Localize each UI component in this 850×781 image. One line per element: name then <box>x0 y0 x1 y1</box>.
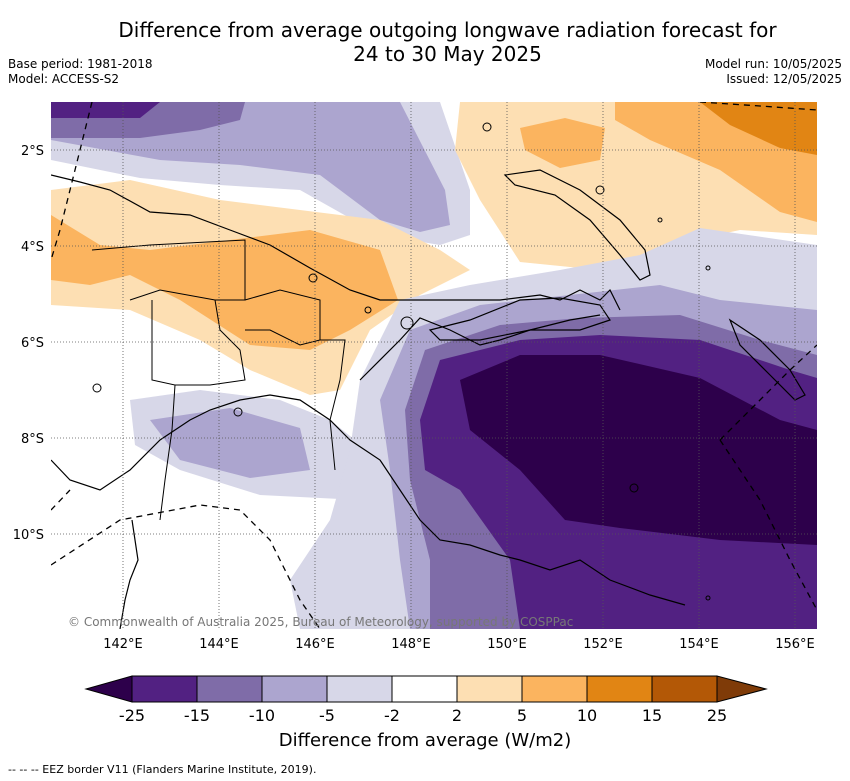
island <box>705 265 711 271</box>
colorbar-tick-label: 5 <box>517 706 527 725</box>
colorbar-tick-label: 10 <box>577 706 597 725</box>
eez-footnote: -- -- -- EEZ border V11 (Flanders Marine… <box>8 763 317 776</box>
lon-label: 148°E <box>391 637 431 652</box>
coastlines <box>51 169 806 629</box>
lon-label: 146°E <box>295 637 335 652</box>
eez-border-southwest <box>51 489 71 511</box>
coastline-bougainville <box>728 318 806 401</box>
lon-label: 154°E <box>679 637 719 652</box>
model-run: Model run: 10/05/2025 <box>704 57 842 71</box>
lat-label: 10°S <box>13 528 44 543</box>
contour-ne-deep-orange <box>700 102 817 155</box>
contour-sw-medium <box>150 408 310 478</box>
island <box>400 316 414 330</box>
island <box>595 185 605 195</box>
lon-label: 150°E <box>487 637 527 652</box>
contour-ne-orange-small <box>520 118 605 168</box>
lat-label: 4°S <box>21 240 44 255</box>
contour-w-orange <box>51 215 398 350</box>
colorbar-segment <box>391 675 458 703</box>
gridlines <box>51 102 817 629</box>
eez-border-east <box>719 439 817 611</box>
lon-label: 156°E <box>775 637 815 652</box>
eez-border-southeast <box>719 344 817 441</box>
colorbar-segment <box>521 675 588 703</box>
island <box>308 273 318 283</box>
lat-label: 6°S <box>21 336 44 351</box>
colorbar-segment <box>131 675 198 703</box>
island <box>92 383 102 393</box>
island <box>233 407 243 417</box>
islands <box>92 122 711 601</box>
lon-label: 152°E <box>583 637 623 652</box>
eez-border-northeast <box>699 102 817 111</box>
colorbar-segment <box>586 675 653 703</box>
land-borders <box>91 239 346 521</box>
colorbar-segment <box>261 675 328 703</box>
colorbar-tick-label: -25 <box>119 706 145 725</box>
title-line-2: 24 to 30 May 2025 <box>353 42 542 66</box>
contour-se-darkest <box>460 355 817 545</box>
colorbar: -25 -15 -10 -5 -2 2 5 10 15 25 <box>84 675 768 725</box>
colorbar-segment <box>456 675 523 703</box>
island <box>482 122 492 132</box>
island <box>657 217 663 223</box>
contour-nw-darkest <box>51 102 160 118</box>
colorbar-tick-label: -10 <box>249 706 275 725</box>
meta-left: Base period: 1981-2018 Model: ACCESS-S2 <box>8 57 153 87</box>
province-border-3 <box>320 339 346 471</box>
chart-title: Difference from average outgoing longwav… <box>0 18 850 66</box>
colorbar-segment <box>196 675 263 703</box>
title-line-1: Difference from average outgoing longwav… <box>118 18 777 42</box>
colorbar-label: Difference from average (W/m2) <box>278 730 572 751</box>
colorbar-tick-label: -15 <box>184 706 210 725</box>
base-period: Base period: 1981-2018 <box>8 57 153 71</box>
coastline-cape-york <box>119 519 139 629</box>
eez-border-south <box>51 504 321 629</box>
colorbar-tick-label: -2 <box>384 706 400 725</box>
colorbar-tick-label: -5 <box>319 706 335 725</box>
island <box>364 306 372 314</box>
eez-border-northwest <box>51 102 93 261</box>
coastline-new-guinea-north <box>51 174 621 311</box>
island <box>629 483 639 493</box>
colorbar-segment <box>326 675 393 703</box>
colorbar-tick-label: 2 <box>452 706 462 725</box>
copyright-notice: © Commonwealth of Australia 2025, Bureau… <box>68 615 573 629</box>
colorbar-tick-label: 15 <box>642 706 662 725</box>
map: © Commonwealth of Australia 2025, Bureau… <box>13 102 817 652</box>
lon-label: 144°E <box>199 637 239 652</box>
anomaly-field <box>51 102 817 629</box>
lat-label: 8°S <box>21 432 44 447</box>
coastline-new-britain <box>428 297 611 341</box>
coastline-huon-peninsula <box>359 314 601 381</box>
eez-borders <box>51 102 817 629</box>
lon-labels: 142°E 144°E 146°E 148°E 150°E 152°E 154°… <box>103 637 815 652</box>
colorbar-under-arrow <box>84 675 133 703</box>
lon-label: 142°E <box>103 637 143 652</box>
coastline-new-ireland <box>503 169 651 281</box>
border-indonesia-png <box>151 300 176 521</box>
colorbar-segment <box>651 675 718 703</box>
meta-right: Model run: 10/05/2025 Issued: 12/05/2025 <box>705 57 842 87</box>
colorbar-over-arrow <box>716 675 768 703</box>
colorbar-tick-label: 25 <box>707 706 727 725</box>
island <box>705 595 711 601</box>
lat-labels: 2°S 4°S 6°S 8°S 10°S <box>13 144 44 543</box>
coastline-new-guinea-south <box>51 394 686 606</box>
issued-date: Issued: 12/05/2025 <box>726 72 842 86</box>
lat-label: 2°S <box>21 144 44 159</box>
model-name: Model: ACCESS-S2 <box>8 72 120 86</box>
